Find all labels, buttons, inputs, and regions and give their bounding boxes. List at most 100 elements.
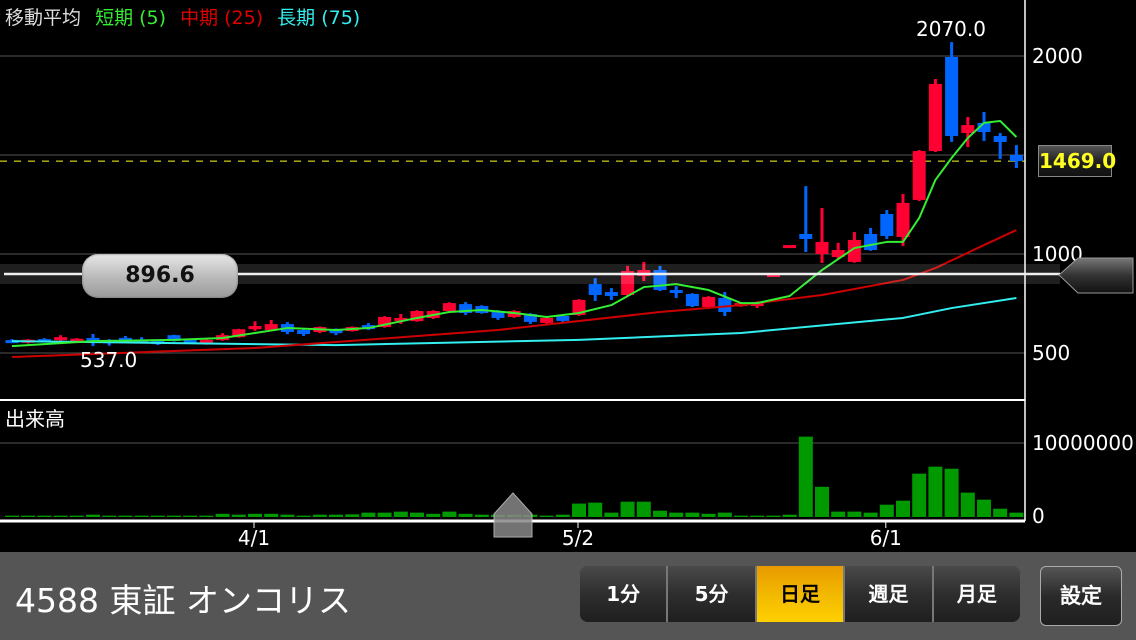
volume-bar (912, 473, 927, 517)
period-5min-button[interactable]: 5分 (668, 566, 757, 622)
stock-title: 4588 東証 オンコリス (15, 581, 351, 620)
candlestick (621, 265, 635, 296)
candle-body (669, 290, 683, 294)
price-axis-500: 500 (1032, 341, 1071, 365)
legend-long: 長期 (75) (277, 7, 361, 29)
candlestick (766, 273, 780, 277)
candle-body (264, 324, 278, 331)
candle-body (118, 337, 132, 341)
volume-bar (53, 515, 68, 517)
volume-bar (410, 512, 424, 517)
volume-bar (474, 514, 489, 517)
candlestick (831, 242, 845, 259)
candle-body (977, 122, 991, 133)
volume-bar (604, 512, 619, 517)
candlestick (977, 112, 991, 141)
volume-bar (766, 515, 781, 517)
volume-bar (183, 515, 198, 517)
volume-bar (863, 512, 878, 517)
candle-body (199, 339, 213, 345)
volume-bar (458, 513, 473, 517)
candlestick (378, 316, 392, 328)
candlestick (70, 338, 84, 342)
volume-bar (329, 514, 343, 517)
candlestick (945, 42, 959, 142)
candlestick (1009, 145, 1023, 169)
volume-bar (442, 511, 457, 517)
candlestick (799, 186, 813, 253)
volume-bar (377, 512, 392, 517)
candlestick (815, 208, 829, 263)
period-1min-button[interactable]: 1分 (580, 566, 669, 622)
candle-body (945, 56, 959, 136)
candle-body (329, 329, 343, 334)
candle-body (86, 337, 100, 343)
volume-bar (572, 503, 586, 517)
settings-button[interactable]: 設定 (1040, 566, 1122, 626)
period-daily-button[interactable]: 日足 (756, 566, 846, 622)
volume-bar (896, 500, 910, 517)
volume-bar (977, 499, 991, 517)
candlestick (604, 288, 618, 300)
candlestick (783, 245, 797, 249)
candle-body (1009, 155, 1023, 162)
moving-average-legend: 移動平均 短期 (5) 中期 (25) 長期 (75) (5, 3, 368, 30)
candle-body (540, 317, 554, 323)
legend-mid: 中期 (25) (180, 7, 264, 29)
candle-body (232, 329, 246, 338)
crosshair-value-handle[interactable]: 896.6 (82, 254, 238, 298)
candlestick (248, 321, 262, 331)
volume-bar (345, 514, 360, 517)
period-weekly-button[interactable]: 週足 (845, 566, 934, 622)
candlestick (410, 310, 424, 322)
candle-body (783, 245, 797, 249)
candle-body (864, 234, 878, 251)
candlestick (961, 116, 975, 148)
volume-bar (231, 514, 246, 517)
candle-body (604, 292, 618, 296)
candle-body (410, 311, 424, 322)
candle-body (248, 326, 262, 330)
candlestick (685, 293, 699, 308)
volume-bar (37, 515, 52, 517)
volume-bar (280, 514, 295, 517)
scroll-handle-shape (493, 492, 533, 538)
volume-bar (653, 510, 667, 517)
candle-body (896, 202, 910, 237)
scroll-handle[interactable] (493, 492, 533, 538)
volume-bar (815, 486, 829, 517)
volume-bar (960, 492, 975, 517)
candlestick (588, 278, 602, 301)
candlestick (912, 150, 926, 201)
long-ma-line (11, 296, 1017, 347)
volume-bar (296, 515, 311, 517)
candle-body (523, 313, 537, 322)
volume-bar (831, 511, 846, 517)
candle-body (54, 337, 68, 341)
volume-bar (636, 501, 651, 517)
volume-bar (86, 514, 100, 517)
legend-title: 移動平均 (5, 7, 82, 29)
volume-bar (21, 515, 36, 517)
volume-bar (539, 515, 554, 517)
volume-bar (701, 513, 716, 517)
volume-axis-10m: 10000000 (1032, 431, 1134, 455)
price-axis-2000: 2000 (1032, 44, 1083, 68)
candle-body (556, 315, 570, 321)
candle-body (702, 296, 716, 308)
volume-bar (847, 511, 862, 517)
candle-body (993, 135, 1007, 142)
volume-bar (555, 514, 570, 517)
period-monthly-button[interactable]: 月足 (933, 566, 1020, 622)
volume-bar (944, 468, 959, 517)
volume-bar (426, 513, 441, 517)
low-label: 537.0 (80, 348, 138, 372)
date-tick-label: 4/1 (238, 526, 270, 550)
crosshair-drag-handle[interactable] (1058, 257, 1134, 294)
candlestick (669, 286, 683, 298)
candlestick (556, 315, 570, 323)
candlestick (459, 302, 473, 315)
candlestick (702, 296, 716, 308)
candle-body (297, 330, 311, 334)
volume-bar (69, 515, 84, 517)
